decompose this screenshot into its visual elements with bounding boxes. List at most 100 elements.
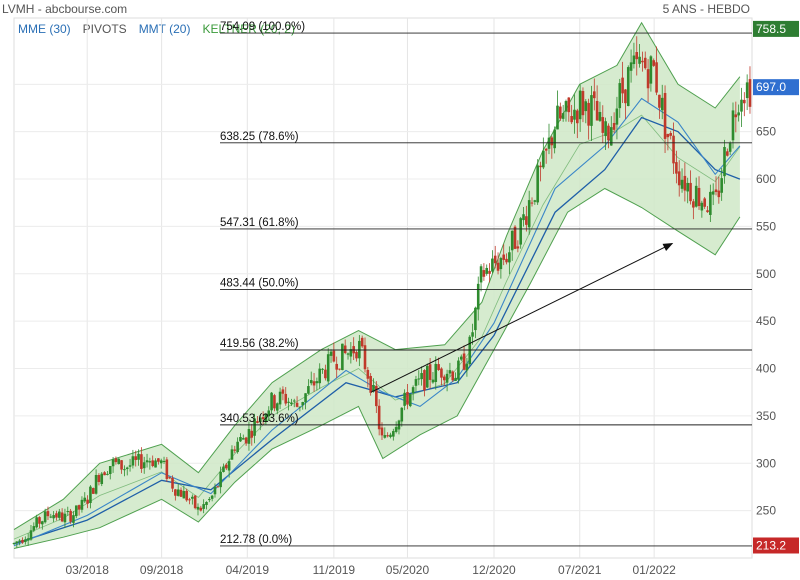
candle-body [241,438,245,440]
candle-body [117,458,121,465]
candle-body [567,97,571,113]
y-tick-label: 300 [756,456,776,470]
candle-body [258,417,262,423]
candle-body [680,179,684,189]
candle-body [383,435,387,438]
candle-body [69,510,72,522]
candle-body [474,307,477,331]
candle-body [256,421,259,423]
candle-body [176,489,180,496]
candle-body [564,101,568,112]
candle-body [18,540,21,542]
candle-body [626,67,630,107]
candle-body [179,489,183,497]
candle-body [216,486,220,488]
candle-body [542,150,545,168]
candle-body [624,89,627,104]
candle-body [366,369,370,379]
candle-body [66,511,70,513]
candle-body [496,262,500,271]
candle-body [530,202,534,204]
candle-body [471,332,474,337]
candle-body [168,477,171,479]
candle-body [157,458,160,462]
candle-body [335,363,338,370]
legend-pivots[interactable]: PIVOTS [82,22,127,36]
candle-body [609,127,613,146]
price-tag-label: 697.0 [756,80,786,94]
candle-body [38,517,41,524]
candle-body [29,530,33,540]
candle-body [414,379,418,386]
x-tick-label: 05/2020 [386,563,430,577]
candle-body [106,473,109,475]
candle-body [140,454,143,469]
candle-body [621,77,624,94]
candle-body [21,539,24,543]
candle-body [52,515,55,519]
candle-body [394,427,398,432]
candle-body [431,379,435,383]
keltner-upper-line [13,21,741,531]
candle-body [55,513,58,518]
candle-body [355,351,358,359]
candle-body [516,246,520,249]
candle-body [643,57,647,69]
mmt-line [13,97,741,547]
y-tick-label: 350 [756,409,776,423]
candle-body [284,393,288,404]
keltner-lower-line [13,187,741,549]
candle-body [264,413,268,422]
candle-body [476,283,480,310]
candle-body [278,391,282,405]
candle-body [635,52,639,60]
candle-body [389,434,392,438]
candle-body [46,511,50,517]
candle-body [86,499,89,504]
candle-body [74,505,78,517]
candle-body [131,456,135,466]
candle-body [77,505,81,510]
candle-body [97,475,101,482]
period-label: 5 ANS - HEBDO [662,2,750,16]
candle-body [171,477,174,489]
candle-body [737,112,740,116]
y-tick-label: 400 [756,362,776,376]
candle-body [587,102,590,126]
candle-body [403,392,406,406]
candle-body [326,354,330,382]
candle-body [675,162,678,174]
legend-mme[interactable]: MME (30) [18,22,71,36]
candle-body [508,252,511,263]
candle-body [533,200,537,202]
candle-body [544,148,548,151]
candle-body [309,380,313,384]
candle-body [174,489,177,496]
candle-body [253,418,256,436]
candle-body [239,436,242,442]
candle-body [457,360,460,380]
candle-body [287,401,290,403]
candle-body [363,345,367,370]
candle-body [15,541,19,544]
x-tick-label: 11/2019 [313,563,356,577]
legend-keltner[interactable]: KELTNER (20, 2) [202,22,295,36]
y-tick-label: 250 [756,504,776,518]
candle-body [188,499,191,501]
candle-body [550,137,554,146]
candle-body [573,109,576,120]
candle-body [298,406,302,408]
candle-body [32,526,36,531]
y-tick-label: 550 [756,219,776,233]
candle-body [408,394,412,407]
legend-mmt[interactable]: MMT (20) [138,22,191,36]
candle-body [349,349,353,357]
candle-body [728,143,732,152]
candle-body [290,402,293,405]
candle-body [267,410,271,417]
price-tag-label: 213.2 [756,538,786,552]
candle-body [479,266,483,283]
fib-level-label: 340.53 (23.6%) [220,413,299,425]
candle-body [445,373,449,383]
